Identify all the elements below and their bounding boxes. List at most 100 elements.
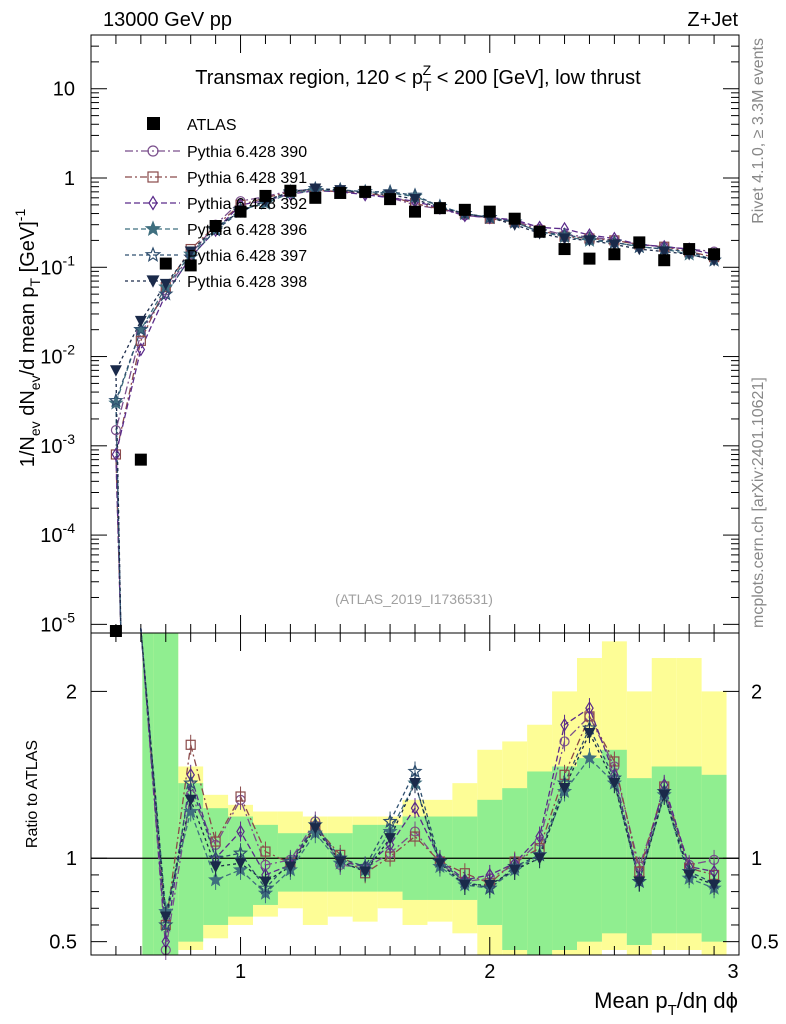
data-point — [159, 257, 172, 270]
data-point — [309, 191, 322, 204]
main-y-tick-labels: 10-5 10-4 10-3 10-2 10-1 1 10 — [40, 79, 75, 637]
x-tick-labels: 1 2 3 — [235, 961, 739, 983]
data-point — [458, 203, 471, 216]
ratio-marker — [260, 846, 271, 857]
green-band — [142, 633, 154, 955]
ylabel-sub: ev — [27, 421, 43, 436]
legend-marker — [147, 145, 159, 157]
ratio-marker — [184, 794, 197, 807]
data-point — [384, 193, 397, 206]
y-tick-base: 10 — [40, 257, 62, 279]
ratio-marker — [533, 853, 546, 865]
ratio-marker — [433, 858, 446, 870]
ratio-marker — [585, 701, 594, 716]
ratio-marker — [382, 813, 398, 828]
y-tick-label: 10-4 — [40, 520, 75, 547]
y-tick-exp: -4 — [63, 520, 76, 536]
ratio-tick-labels: 0.5 1 2 0.5 1 2 — [49, 681, 779, 953]
series-marker — [158, 286, 174, 301]
x-tick-label: 2 — [484, 961, 495, 983]
main-panel-background — [91, 35, 739, 633]
data-point — [533, 225, 546, 238]
ratio-marker — [359, 866, 372, 878]
ratio-marker — [583, 728, 596, 740]
data-point — [708, 248, 721, 261]
ratio-line — [140, 627, 715, 926]
y-tick-label: 10-1 — [40, 252, 75, 279]
series-marker — [583, 235, 596, 247]
analysis-watermark: (ATLAS_2019_I1736531) — [335, 591, 493, 607]
series-marker — [135, 335, 146, 346]
mcplots-label: mcplots.cern.ch [arXiv:2401.10621] — [750, 377, 767, 628]
ratio-tick-label-right: 2 — [751, 681, 762, 703]
data-point — [259, 189, 272, 202]
ratio-marker — [508, 864, 521, 877]
y-tick-base: 10 — [40, 436, 62, 458]
data-point — [483, 205, 496, 218]
data-point — [433, 202, 446, 215]
ylabel-part: /d mean p — [17, 286, 39, 375]
ratio-marker — [210, 836, 221, 847]
legend-label: Pythia 6.428 391 — [187, 170, 307, 187]
ratio-marker — [235, 791, 246, 802]
legend-marker — [148, 195, 158, 211]
series-marker — [409, 194, 421, 206]
legend-label: Pythia 6.428 392 — [187, 196, 307, 213]
title-sup: Z — [423, 62, 432, 78]
ratio-marker — [608, 778, 621, 790]
ratio-marker — [183, 775, 199, 790]
legend-marker — [144, 220, 162, 237]
main-axis-ticks — [90, 34, 740, 633]
series-marker — [159, 278, 172, 291]
ratio-series-markers — [158, 698, 722, 960]
ratio-axis-ticks — [90, 633, 740, 955]
ratio-marker — [483, 879, 496, 892]
ratio-marker — [259, 876, 272, 888]
y-tick-exp: -5 — [63, 609, 76, 625]
ratio-marker — [159, 911, 172, 923]
series-marker — [309, 183, 322, 195]
series-marker — [133, 321, 149, 337]
ratio-marker — [410, 801, 420, 816]
atlas-data-points — [109, 184, 721, 637]
y-tick-label: 10 — [53, 79, 75, 101]
ylabel-sub: ev — [27, 375, 43, 390]
y-tick-base: 10 — [40, 347, 62, 369]
data-point — [134, 453, 147, 466]
ratio-tick-label-left: 0.5 — [49, 932, 77, 954]
ratio-marker — [185, 739, 196, 750]
ratio-tick-label-right: 0.5 — [751, 932, 779, 954]
ratio-marker — [208, 871, 224, 887]
legend-marker — [146, 275, 160, 288]
ylabel-part: [GeV] — [17, 221, 39, 278]
legend-atlas-label: ATLAS — [187, 117, 237, 134]
y-tick-base: 10 — [40, 525, 62, 547]
ratio-tick-label-left: 2 — [66, 681, 77, 703]
series-marker — [658, 246, 671, 258]
x-axis-label: Mean pT/dη dϕ — [594, 988, 738, 1019]
data-point — [683, 243, 696, 256]
data-point — [608, 248, 621, 261]
data-point — [334, 186, 347, 199]
series-marker — [110, 449, 122, 460]
series-marker — [608, 239, 621, 251]
x-tick-label: 3 — [727, 961, 738, 983]
data-point — [409, 205, 421, 218]
data-point — [658, 254, 671, 267]
ratio-marker — [535, 829, 544, 844]
legend-atlas-marker — [147, 117, 160, 130]
ratio-marker — [309, 823, 322, 835]
data-point — [633, 236, 646, 249]
ratio-marker — [183, 803, 199, 818]
data-point — [209, 220, 222, 233]
data-point — [234, 205, 247, 218]
xlabel-pre: Mean p — [594, 988, 667, 1013]
ylabel-sup: -1 — [12, 209, 28, 222]
ratio-marker — [560, 717, 569, 732]
header-left: 13000 GeV pp — [103, 9, 232, 31]
y-tick-label: 10-2 — [40, 342, 75, 369]
ratio-marker — [234, 858, 247, 870]
legend-marker — [147, 171, 159, 183]
ratio-marker — [559, 736, 570, 747]
